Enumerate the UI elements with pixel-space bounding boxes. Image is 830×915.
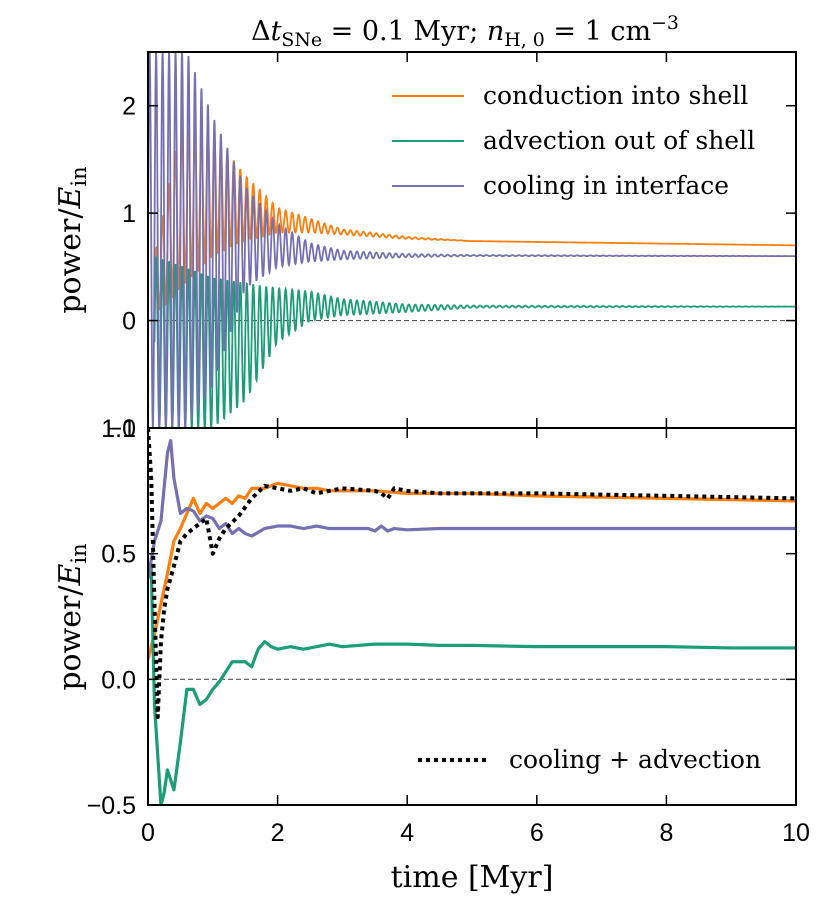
x-tick-label: 10 [782, 819, 810, 847]
top-y-tick-label: −1 [107, 415, 136, 443]
top-series-advection [153, 256, 796, 428]
x-tick-label: 8 [659, 819, 673, 847]
top-panel: −1 0 1 2 conduction into shell advection out… [107, 51, 797, 443]
legend-label-advection: advection out of shell [483, 126, 755, 155]
bottom-panel-frame [147, 427, 797, 806]
top-y-tick-label: 0 [122, 308, 136, 336]
bottom-y-tick-label: 0.0 [101, 666, 136, 694]
bottom-panel: 0 2 4 6 8 10 −0.5 0.0 0.5 1.0 cooling + advection [87, 415, 810, 847]
top-series-cooling [148, 52, 796, 428]
legend-label-conduction: conduction into shell [483, 81, 748, 110]
legend-label-combined: cooling + advection [509, 745, 761, 774]
x-tick-label: 2 [271, 819, 285, 847]
bottom-series-advection [149, 566, 796, 805]
bottom-series-combined [148, 428, 796, 720]
top-y-tick-label: 1 [122, 200, 136, 228]
x-tick-label: 0 [141, 819, 155, 847]
x-axis-label: time [Myr] [391, 860, 554, 895]
x-tick-label: 6 [530, 819, 544, 847]
x-tick-label: 4 [400, 819, 414, 847]
bottom-y-tick-label: 0.5 [101, 541, 136, 569]
top-y-tick-label: 2 [122, 93, 136, 121]
bottom-legend: cooling + advection [418, 745, 761, 774]
bottom-y-tick-label: 1.0 [101, 415, 136, 443]
bottom-y-tick-label: −0.5 [87, 792, 136, 820]
y-axis-label-top: power/Ein [53, 166, 91, 313]
chart-title: ΔtSNe = 0.1 Myr; nH, 0 = 1 cm−3 [251, 12, 679, 51]
legend-label-cooling: cooling in interface [483, 171, 729, 200]
top-legend: conduction into shell advection out of sh… [392, 81, 755, 200]
bottom-series-conduction [148, 481, 796, 660]
bottom-series-cooling [148, 438, 796, 580]
y-axis-label-bottom: power/Ein [53, 543, 91, 690]
